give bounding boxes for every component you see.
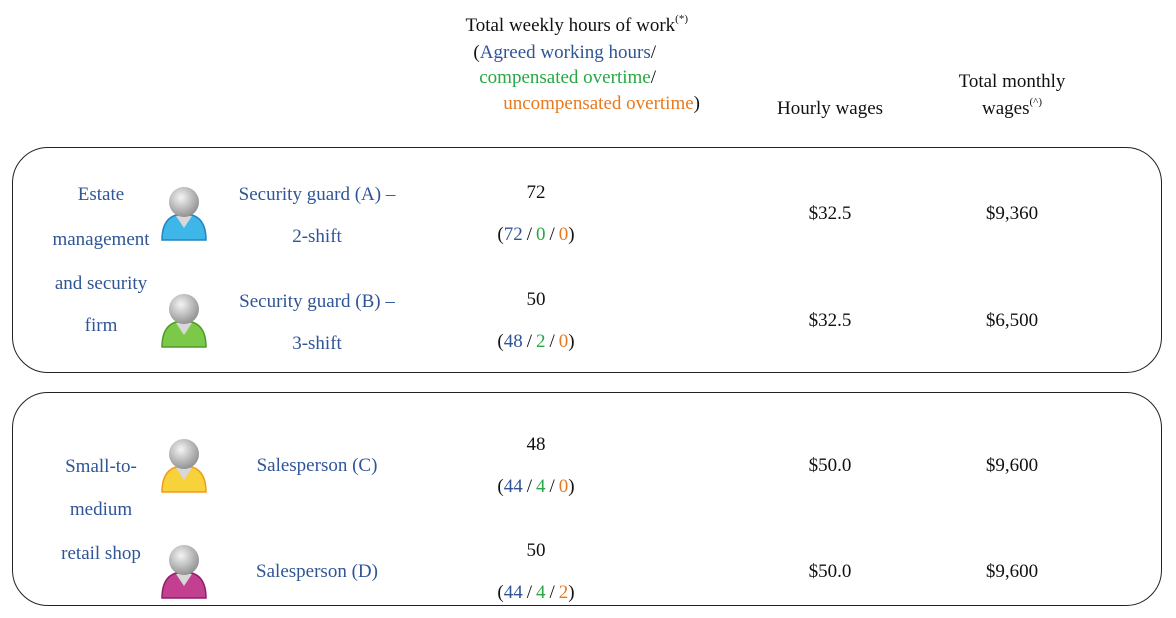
hours-breakdown: (48/2/0) [497, 331, 574, 353]
industry-label: Estate [77, 184, 125, 205]
separator: / [650, 42, 656, 63]
occupation: Security guard (B) – [239, 291, 395, 312]
agreed-hours: 44 [503, 582, 523, 603]
uncompensated-hours: 0 [558, 476, 569, 497]
person-icon [161, 187, 207, 241]
monthly-wage: $9,600 [985, 455, 1039, 476]
header-line: uncompensated overtime) [503, 93, 700, 115]
total-hours: 48 [526, 434, 546, 455]
total-hours: 50 [526, 540, 546, 561]
separator: / [526, 224, 532, 245]
occupation: 2-shift [292, 226, 342, 247]
agreed-hours: 72 [503, 224, 523, 245]
monthly-header: Total monthly [958, 71, 1066, 92]
hourly-header: Hourly wages [776, 98, 884, 119]
industry-label: Small-to- [65, 456, 137, 477]
separator: / [549, 476, 555, 497]
compensated-hours: 0 [536, 224, 546, 245]
separator: / [526, 476, 532, 497]
separator: / [549, 224, 555, 245]
header-line: compensated overtime/ [479, 67, 656, 89]
hourly-wage: $50.0 [808, 455, 852, 476]
separator: / [549, 582, 555, 603]
paren: ) [568, 476, 575, 497]
compensated-label: compensated overtime [479, 67, 651, 88]
separator: / [549, 331, 555, 352]
industry-label: and security [54, 273, 148, 294]
separator: / [526, 331, 532, 352]
compensated-hours: 2 [536, 331, 546, 352]
footnote-mark: (*) [675, 13, 688, 25]
separator: / [650, 67, 656, 88]
paren: ) [568, 224, 575, 245]
paren: ) [693, 93, 700, 114]
industry-label: firm [84, 315, 118, 336]
hours-breakdown: (72/0/0) [497, 224, 574, 246]
industry-label: medium [69, 499, 133, 520]
paren: ( [497, 224, 504, 245]
hours-header: Total weekly hours of work(*) [465, 13, 688, 37]
paren: ) [568, 582, 575, 603]
header-line: (Agreed working hours/ [473, 42, 656, 64]
group-box [12, 147, 1162, 373]
occupation: 3-shift [292, 333, 342, 354]
hours-breakdown: (44/4/0) [497, 476, 574, 498]
uncompensated-hours: 0 [558, 331, 569, 352]
paren: ( [473, 42, 480, 63]
header-text: Total weekly hours of work [465, 15, 676, 36]
occupation: Security guard (A) – [238, 184, 396, 205]
monthly-wage: $6,500 [985, 310, 1039, 331]
industry-label: retail shop [61, 543, 141, 564]
paren: ) [568, 331, 575, 352]
compensated-hours: 4 [536, 476, 546, 497]
agreed-label: Agreed working hours [479, 42, 651, 63]
occupation: Salesperson (C) [256, 455, 378, 476]
paren: ( [497, 582, 504, 603]
occupation: Salesperson (D) [256, 561, 378, 582]
hourly-wage: $32.5 [808, 203, 852, 224]
monthly-wage: $9,600 [985, 561, 1039, 582]
uncompensated-hours: 0 [558, 224, 569, 245]
person-icon [161, 294, 207, 348]
uncompensated-label: uncompensated overtime [503, 93, 694, 114]
industry-label: management [52, 229, 150, 250]
person-icon [161, 439, 207, 493]
header-text: wages [982, 98, 1030, 119]
separator: / [526, 582, 532, 603]
footnote-mark: (^) [1029, 96, 1042, 108]
hours-breakdown: (44/4/2) [497, 582, 574, 604]
total-hours: 50 [526, 289, 546, 310]
monthly-wage: $9,360 [985, 203, 1039, 224]
agreed-hours: 48 [503, 331, 523, 352]
agreed-hours: 44 [503, 476, 523, 497]
uncompensated-hours: 2 [558, 582, 569, 603]
group-box [12, 392, 1162, 606]
compensated-hours: 4 [536, 582, 546, 603]
total-hours: 72 [526, 182, 546, 203]
paren: ( [497, 476, 504, 497]
person-icon [161, 545, 207, 599]
paren: ( [497, 331, 504, 352]
hourly-wage: $50.0 [808, 561, 852, 582]
monthly-header: wages(^) [982, 96, 1042, 120]
hourly-wage: $32.5 [808, 310, 852, 331]
